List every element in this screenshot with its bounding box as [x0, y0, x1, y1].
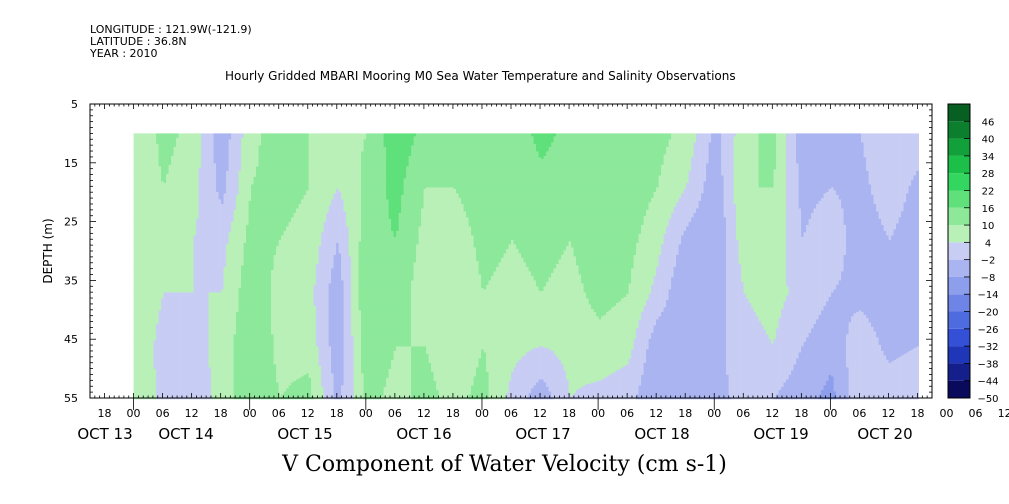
- heatmap-cells: [134, 133, 919, 399]
